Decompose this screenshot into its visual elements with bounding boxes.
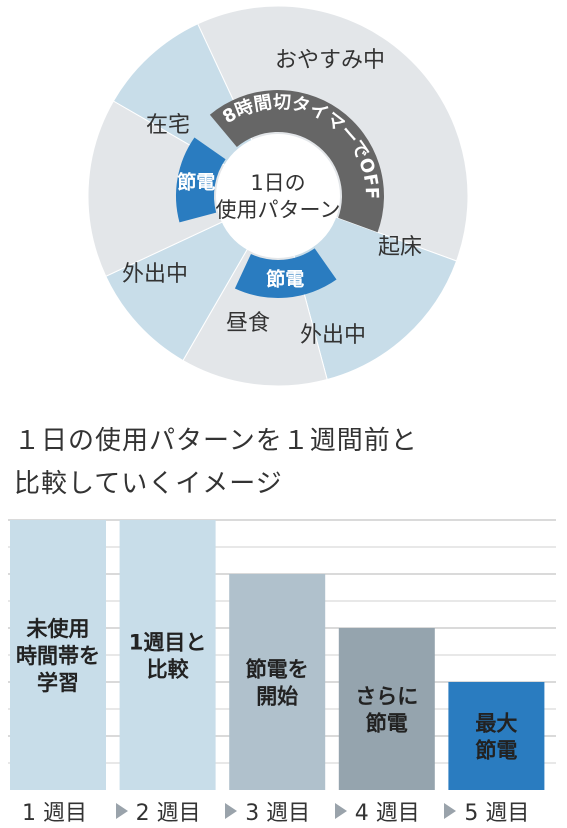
bar-label-week-2: 1週目と比較 [129,631,207,682]
week-step-label: 5 週目 [464,801,530,826]
wheel-label-6: 在宅 [146,113,190,138]
bar-week-5 [448,682,545,790]
week-step-1: 1 週目 [22,795,87,827]
caption-line-1: １日の使用パターンを１週間前と [14,426,418,456]
bar-week-1 [10,520,106,790]
step-arrow-icon [115,803,128,819]
bar-label-week-3: 節電を開始 [246,658,309,709]
saving-band-2 [176,137,226,223]
wheel-label-5: 外出中 [122,262,188,287]
wheel-center-line-2: 使用パターン [216,198,341,222]
week-step-label: 2 週目 [135,801,201,826]
bar-week-4 [338,628,435,790]
bar-label-week-4: さらに節電 [355,685,418,736]
wheel-segment-2 [277,195,458,381]
step-arrow-icon [444,803,457,819]
bar-label-week-5: 最大節電 [475,712,517,763]
saving-label-1: 節電 [266,268,304,291]
saving-label-2: 節電 [177,171,215,194]
saving-band-1 [234,248,337,298]
wheel-center [216,134,340,258]
caption: １日の使用パターンを１週間前と 比較していくイメージ [14,420,534,506]
wheel-label-4: 昼食 [226,311,270,336]
wheel-label-1: おやすみ中 [275,48,385,73]
week-step-5: 5 週目 [444,795,529,827]
wheel-label-2: 起床 [378,235,422,260]
week-step-label: 1 週目 [22,801,87,826]
step-arrow-icon [334,803,347,819]
bar-week-3 [229,574,326,790]
wheel-label-3: 外出中 [300,323,366,348]
week-step-label: 3 週目 [245,801,311,826]
bar-label-week-1: 未使用時間帯を学習 [16,617,100,695]
week-step-4: 4 週目 [334,795,420,827]
weekly-savings-chart: 未使用時間帯を学習 1週目と比較 節電を開始 さらに節電最大節電 [8,519,556,790]
timer-band [209,89,385,233]
wheel-center-line-1: 1日の [250,171,305,195]
caption-line-2: 比較していくイメージ [14,469,283,499]
week-step-3: 3 週目 [225,795,310,827]
bar-week-2 [119,520,216,790]
step-arrow-icon [225,803,238,819]
week-step-2: 2 週目 [115,795,201,827]
week-step-label: 4 週目 [354,801,420,826]
